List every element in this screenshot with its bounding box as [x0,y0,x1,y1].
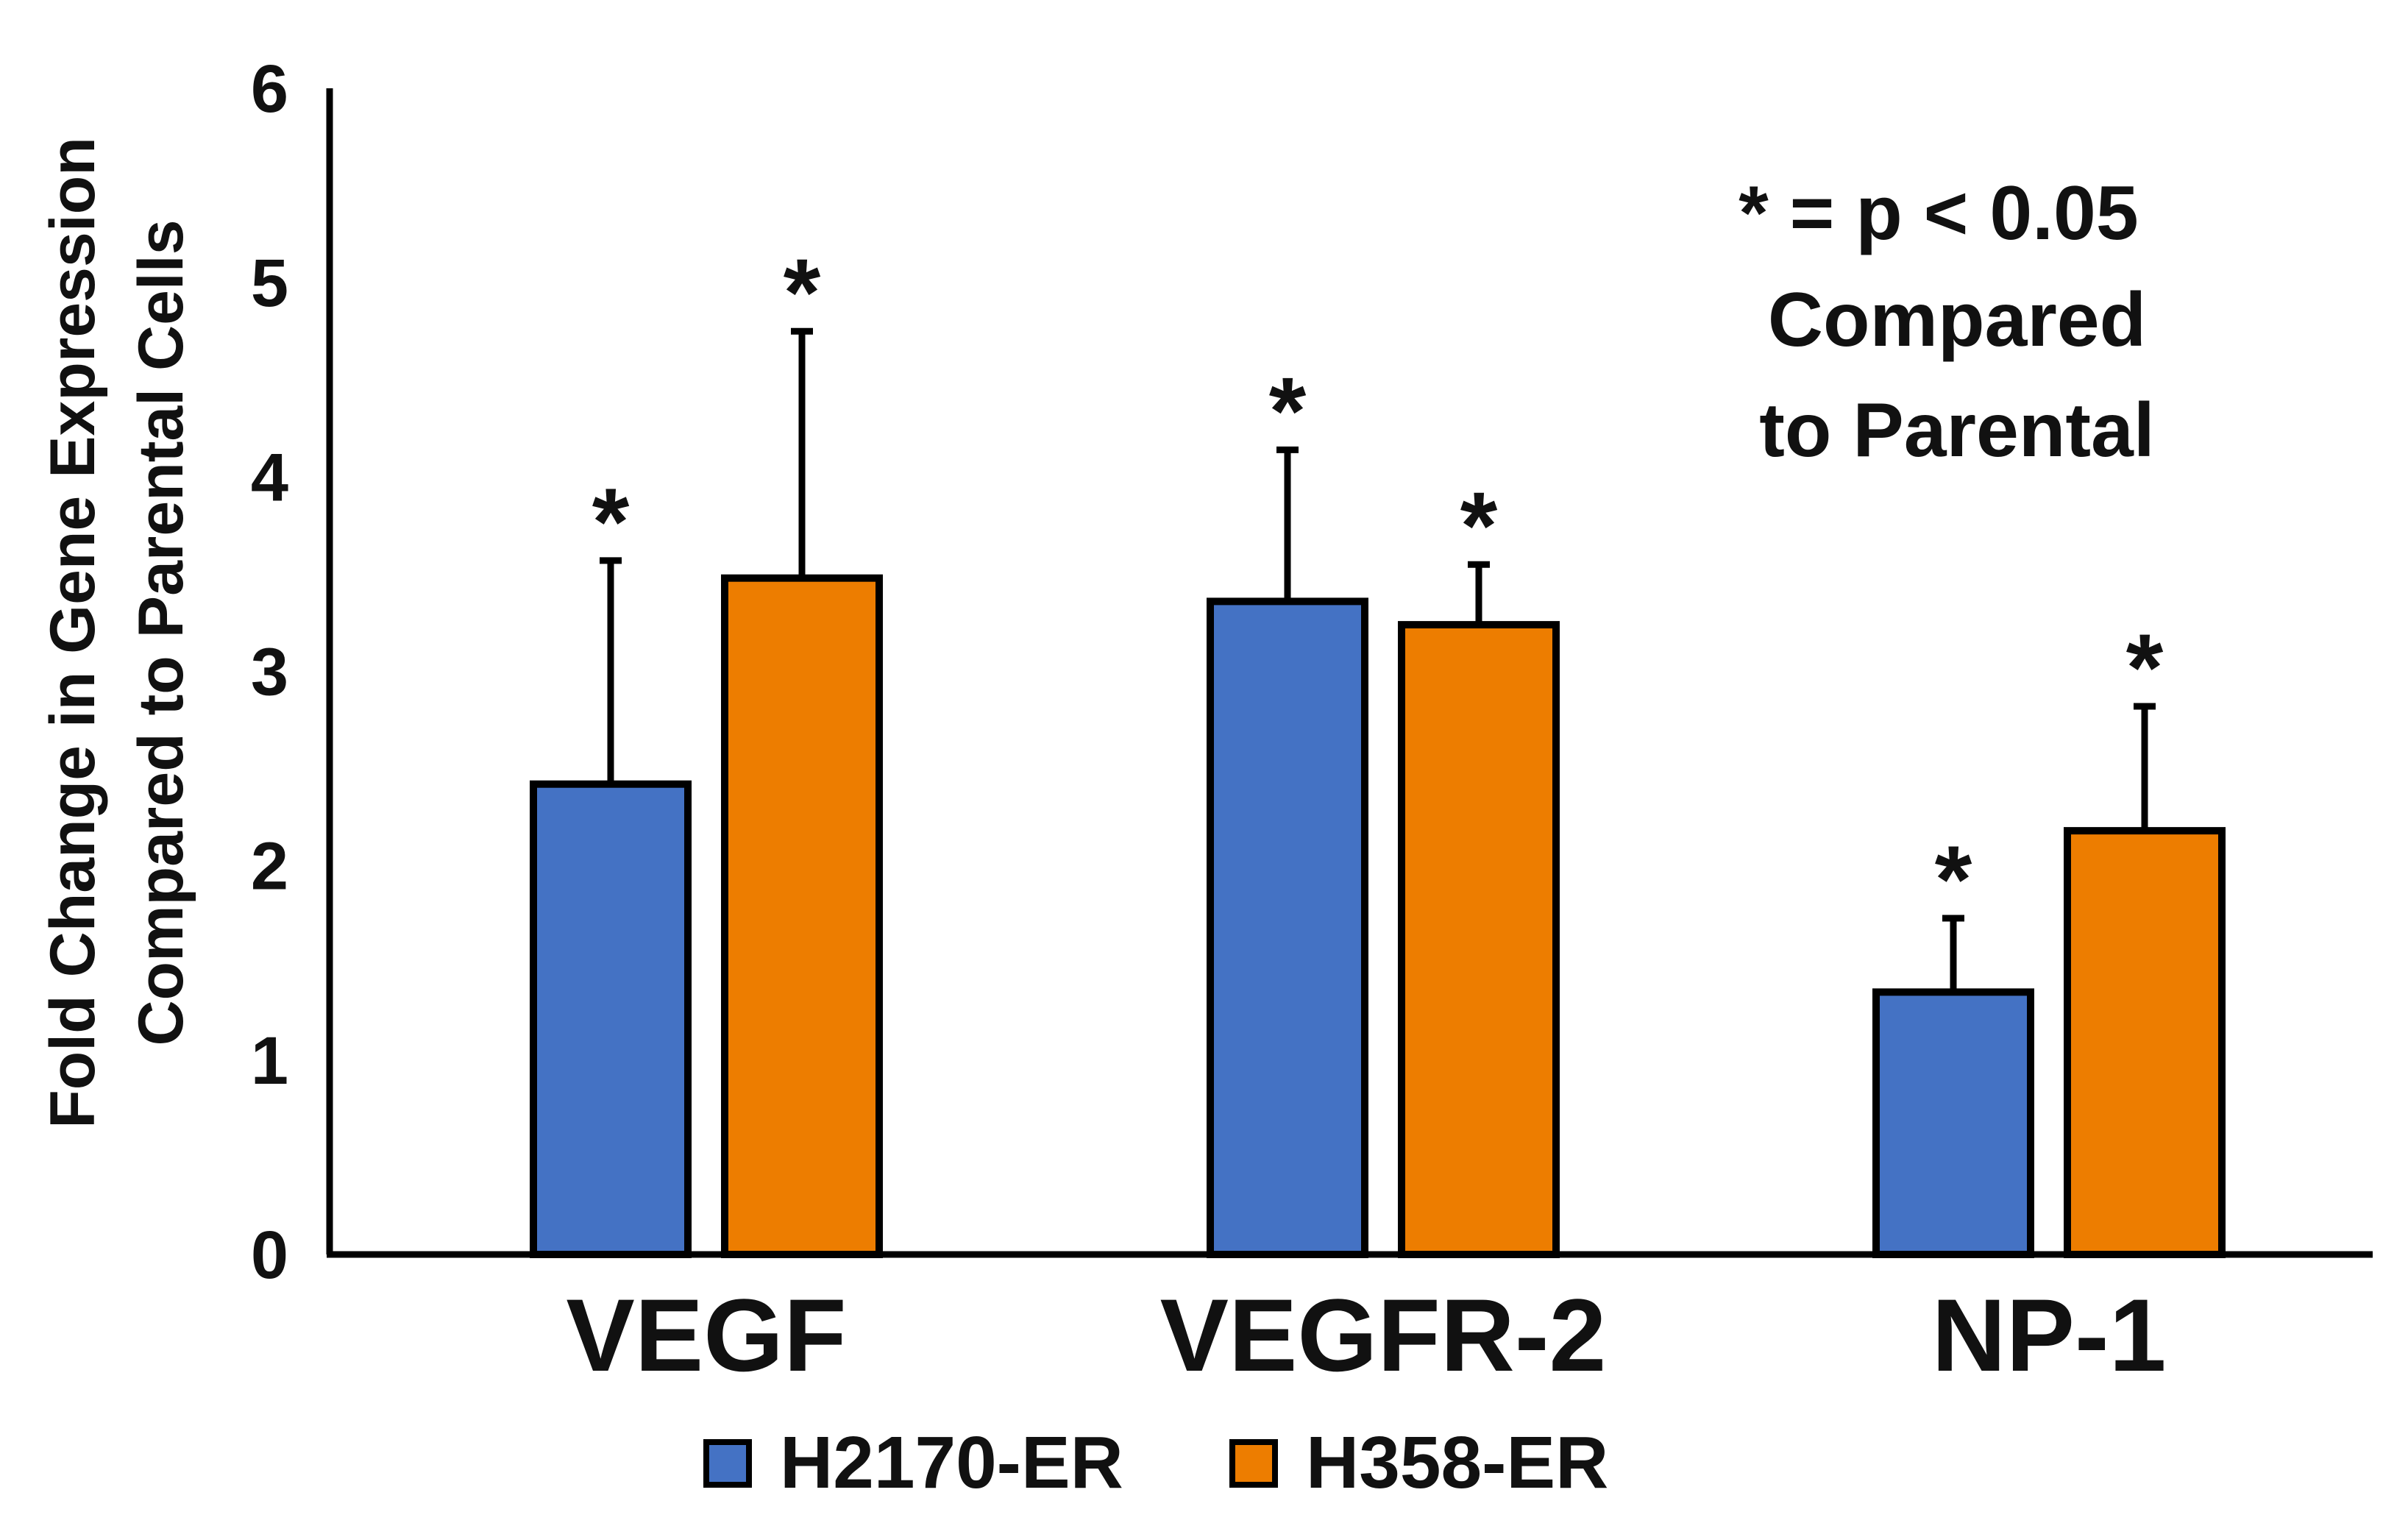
legend-label-h358-er: H358-ER [1306,1421,1608,1504]
significance-note-line-2: Compared [1768,277,2146,363]
bar-vegf-h2170-er [530,780,692,1258]
bar-np-1-h358-er [2064,827,2226,1259]
bar-np-1-h2170-er [1872,988,2034,1258]
y-tick-label-2: 2 [251,829,288,904]
significance-star-np-1-h2170-er: * [1935,826,1972,933]
y-tick-label-1: 1 [251,1023,288,1098]
x-category-label-vegfr-2: VEGFR-2 [1160,1277,1607,1393]
y-tick-label-4: 4 [251,440,288,515]
y-axis-title-line-2: Compared to Parental Cells [126,219,196,1046]
legend-swatch-h2170-er [703,1439,752,1488]
x-category-label-np-1: NP-1 [1932,1277,2167,1393]
significance-note-line-3: to Parental [1759,388,2154,473]
y-axis-title-line-1: Fold Change in Gene Expression [38,137,108,1129]
y-tick-label-6: 6 [251,52,288,127]
significance-star-vegfr-2-h2170-er: * [1269,357,1307,464]
bar-vegf-h358-er [721,574,883,1258]
legend-label-h2170-er: H2170-ER [780,1421,1123,1504]
plot-area: 0 1 2 3 4 5 6 * * VEGF * * VEGFR-2 * * NP-1 [251,52,2373,1393]
significance-note: * = p < 0.05 Compared to Parental [1738,171,2154,473]
y-axis-title: Fold Change in Gene Expression Compared … [38,137,196,1129]
bar-vegfr-2-h2170-er [1207,597,1368,1258]
significance-star-vegfr-2-h358-er: * [1460,472,1498,579]
significance-star-vegf-h358-er: * [784,238,821,346]
legend-swatch-h358-er [1229,1439,1278,1488]
x-category-label-vegf: VEGF [566,1277,846,1393]
y-tick-label-5: 5 [251,246,288,321]
y-tick-label-0: 0 [251,1218,288,1293]
y-tick-label-3: 3 [251,635,288,710]
significance-note-line-1: * = p < 0.05 [1738,171,2138,256]
significance-star-np-1-h358-er: * [2126,614,2164,721]
bar-vegfr-2-h358-er [1398,621,1560,1258]
legend: H2170-ER H358-ER [703,1421,1608,1504]
significance-star-vegf-h2170-er: * [592,468,630,575]
